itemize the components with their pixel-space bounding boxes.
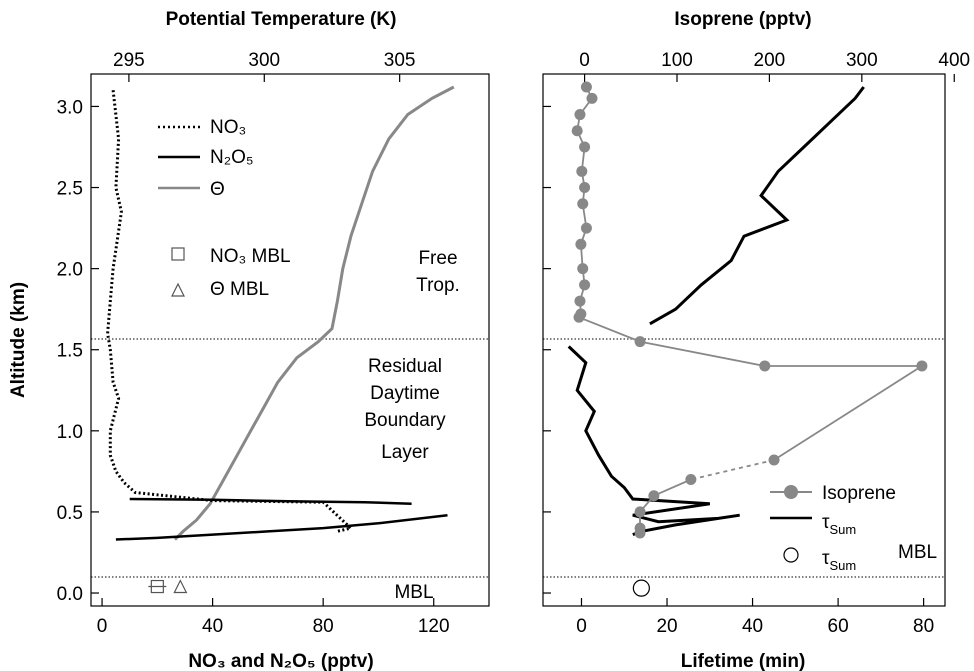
isoprene-series-line [576, 86, 925, 461]
right-bottom-axis-title: Lifetime (min) [681, 651, 806, 671]
isoprene-point [574, 109, 586, 121]
isoprene-point [586, 92, 598, 104]
isoprene-point [576, 165, 588, 177]
legend-tau-sum-symbol: τ [822, 512, 830, 533]
isoprene-point [768, 454, 780, 466]
isoprene-point [573, 311, 585, 323]
y-axis-tick-label: 0.5 [57, 503, 83, 524]
isoprene-point [577, 263, 589, 275]
tau-sum-series-line-upper [649, 86, 865, 326]
isoprene-point [634, 506, 646, 518]
isoprene-point [580, 222, 592, 234]
isoprene-point [580, 81, 592, 93]
left-legend: NO₃ N₂O₅ Θ NO₃ MBL Θ MBL [158, 117, 291, 300]
y-axis-tick-label: 1.0 [57, 422, 83, 443]
theta-mbl-marker [173, 579, 188, 594]
legend-tau-sum-mbl-subscript: Sum [830, 558, 857, 573]
isoprene-point [579, 141, 591, 153]
tau-sum-series-line-lower [567, 345, 740, 537]
right-top-axis-title: Isoprene (pptv) [674, 9, 811, 30]
legend-theta-label: Θ [210, 179, 225, 200]
left-bottom-axis-tick-label: 80 [313, 616, 334, 637]
isoprene-point [648, 490, 660, 502]
n2o5-series-line-lower [115, 513, 448, 541]
y-axis-tick-label: 2.5 [57, 179, 83, 200]
right-bottom-axis-tick-label: 80 [913, 616, 934, 637]
left-bottom-axis-title: NO₃ and N₂O₅ (pptv) [188, 651, 373, 671]
axis-ticks: 0 40 80 120 295 300 305 0 20 40 60 80 0 100 200 300 400 0… [57, 50, 971, 637]
annotation-layer: Layer [381, 442, 429, 463]
left-bottom-axis-tick-label: 0 [97, 616, 108, 637]
legend-theta-mbl-label: Θ MBL [210, 279, 269, 300]
legend-no3-label: NO₃ [210, 117, 246, 138]
isoprene-point [579, 182, 591, 194]
legend-isoprene-swatch-marker [784, 485, 798, 499]
isoprene-point [916, 360, 928, 372]
isoprene-point [579, 279, 591, 291]
legend-tau-sum-subscript: Sum [830, 522, 857, 537]
right-top-axis-tick-label: 400 [938, 50, 970, 71]
legend-no3-mbl-label: NO₃ MBL [210, 246, 291, 267]
annotation-trop: Trop. [416, 275, 460, 296]
isoprene-point [574, 295, 586, 307]
annotation-boundary: Boundary [364, 410, 446, 431]
right-plot-area [567, 81, 928, 597]
tau-sum-mbl-marker [632, 579, 650, 597]
right-bottom-axis-tick-label: 0 [576, 616, 587, 637]
y-axis-tick-label: 3.0 [57, 97, 83, 118]
left-panel-frame [90, 73, 490, 607]
right-legend: Isoprene τSum τSum MBL [770, 483, 937, 573]
annotation-residual: Residual [368, 356, 442, 377]
legend-tau-sum-mbl-label: τSum [822, 548, 856, 573]
left-top-axis-tick-label: 300 [248, 50, 280, 71]
legend-tau-sum-label: τSum [822, 512, 856, 537]
isoprene-point [577, 198, 589, 210]
left-top-axis-title: Potential Temperature (K) [166, 9, 397, 30]
y-axis-tick-label: 0.0 [57, 584, 83, 605]
right-top-axis-tick-label: 0 [579, 50, 590, 71]
legend-isoprene-label: Isoprene [822, 483, 896, 504]
legend-tau-sum-mbl-symbol: τ [822, 548, 830, 569]
right-top-axis-tick-label: 300 [846, 50, 878, 71]
n2o5-series-line-upper [129, 497, 412, 506]
y-axis-tick-label: 1.5 [57, 341, 83, 362]
isoprene-point [685, 473, 697, 485]
legend-tau-sum-mbl-extra: MBL [898, 542, 937, 563]
right-bottom-axis-tick-label: 20 [656, 616, 677, 637]
annotation-free: Free [418, 248, 457, 269]
isoprene-point [571, 125, 583, 137]
right-panel-frame [542, 73, 946, 607]
legend-n2o5-label: N₂O₅ [210, 147, 254, 168]
left-bottom-axis-tick-label: 120 [418, 616, 450, 637]
left-top-axis-tick-label: 295 [113, 50, 145, 71]
theta-series-line [173, 85, 455, 541]
right-bottom-axis-tick-label: 60 [828, 616, 849, 637]
legend-no3-mbl-marker [171, 247, 185, 261]
isoprene-point [575, 238, 587, 250]
legend-theta-mbl-marker [171, 282, 185, 297]
left-bottom-axis-tick-label: 40 [202, 616, 223, 637]
isoprene-point [634, 336, 646, 348]
no3-series-line [106, 90, 354, 533]
right-top-axis-tick-label: 200 [754, 50, 786, 71]
isoprene-point [759, 360, 771, 372]
y-axis-tick-label: 2.0 [57, 260, 83, 281]
left-top-axis-tick-label: 305 [384, 50, 416, 71]
y-axis-title: Altitude (km) [8, 282, 29, 398]
isoprene-series-line-dashed [690, 459, 775, 481]
right-bottom-axis-tick-label: 40 [742, 616, 763, 637]
right-top-axis-tick-label: 100 [661, 50, 693, 71]
annotation-mbl: MBL [394, 582, 433, 603]
annotation-daytime: Daytime [370, 383, 440, 404]
left-plot-area [106, 85, 455, 594]
legend-tau-sum-mbl-marker [783, 547, 799, 563]
isoprene-point [634, 527, 646, 539]
